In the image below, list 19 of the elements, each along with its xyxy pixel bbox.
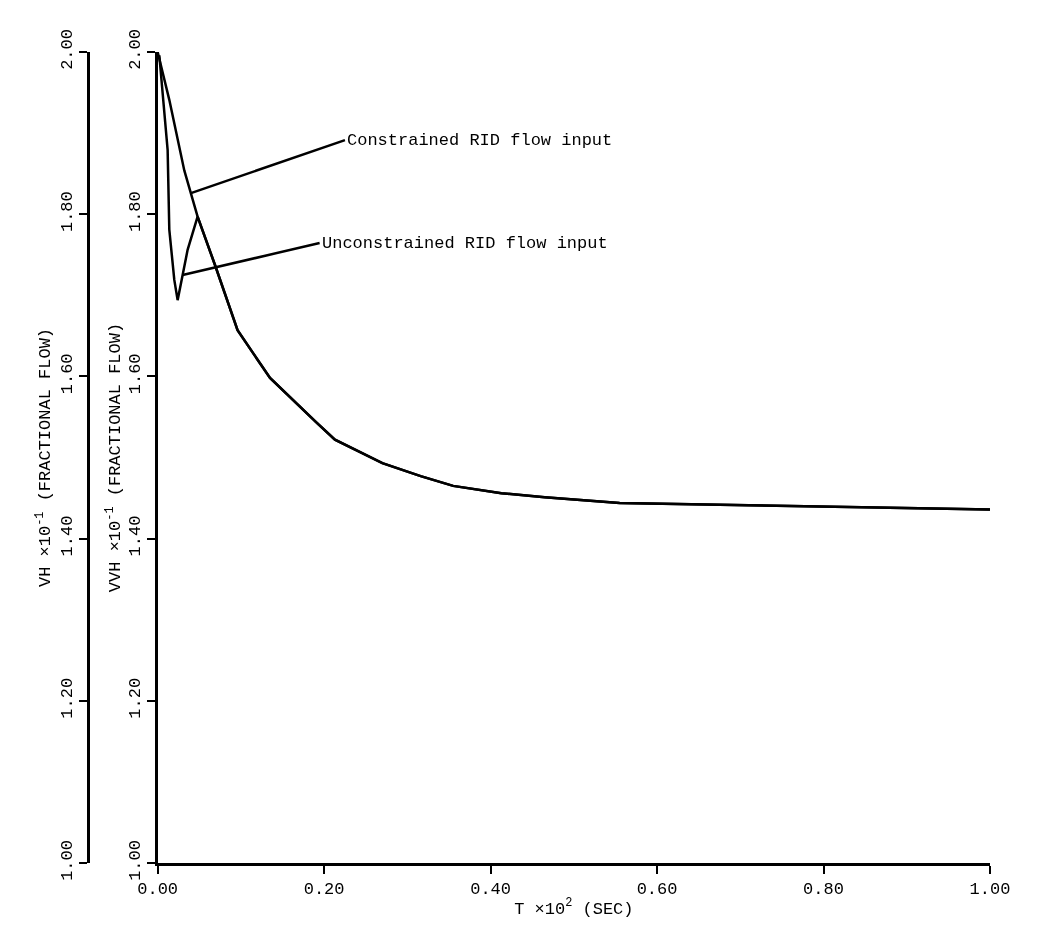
y-tick-label: 1.80 <box>58 191 78 233</box>
y2-tick-label: 1.40 <box>126 515 146 557</box>
y-tick-label: 1.40 <box>58 515 78 557</box>
x-tick-label: 0.40 <box>470 880 511 900</box>
x-tick-label: 0.80 <box>803 880 844 900</box>
annotation: Unconstrained RID flow input <box>322 234 608 253</box>
x-tick-label: 0.60 <box>636 880 678 900</box>
y-tick-label: 2.00 <box>58 29 78 70</box>
y2-tick-label: 1.60 <box>126 353 146 395</box>
y-tick-label: 1.60 <box>58 353 78 395</box>
y2-tick-label: 1.80 <box>126 191 146 233</box>
x-axis-title: T ×10$^{2}$ (SEC) <box>514 896 634 919</box>
y-tick-label: 1.20 <box>58 677 78 719</box>
y2-tick-label: 2.00 <box>126 29 146 70</box>
x-tick-label: 0.00 <box>137 880 179 900</box>
x-tick-label: 1.00 <box>969 880 1011 900</box>
x-tick-label: 0.20 <box>303 880 345 900</box>
annotation: Constrained RID flow input <box>347 131 613 150</box>
y2-tick-label: 1.20 <box>126 677 146 719</box>
